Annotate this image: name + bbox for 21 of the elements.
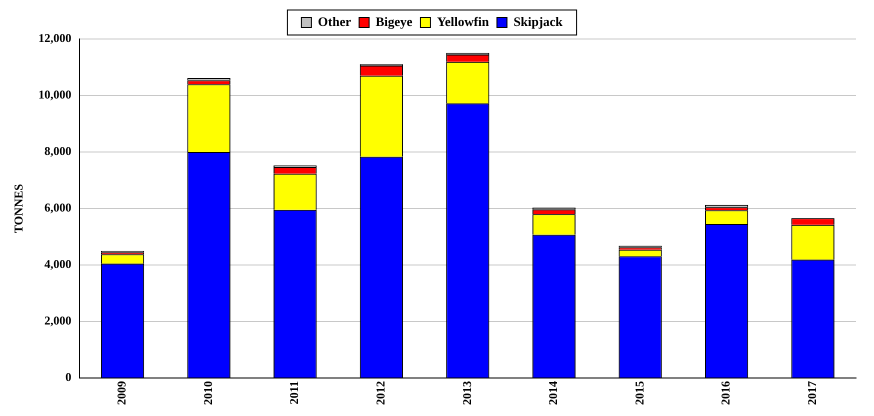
y-tick-label: 0 — [65, 370, 72, 384]
y-tick-label: 2,000 — [44, 314, 72, 328]
x-tick-label: 2016 — [718, 381, 733, 405]
x-tick-label: 2009 — [114, 381, 129, 405]
y-tick-label: 6,000 — [44, 200, 72, 215]
legend-label: Skipjack — [513, 14, 564, 29]
y-tick-label: 4,000 — [44, 257, 72, 272]
x-tick-label: 2012 — [374, 381, 388, 405]
legend-label: Other — [318, 14, 352, 29]
y-tick-label: 12,000 — [38, 31, 72, 46]
x-tick-label: 2013 — [460, 381, 474, 405]
x-tick-label: 2014 — [546, 381, 560, 405]
x-tick-label: 2017 — [804, 381, 819, 405]
y-axis-title: TONNES — [11, 184, 26, 234]
legend-label: Bigeye — [376, 14, 413, 29]
y-tick-label: 10,000 — [38, 88, 72, 102]
x-tick-label: 2015 — [632, 381, 646, 405]
legend-label: Yellowfin — [436, 14, 490, 29]
x-tick-label: 2011 — [287, 381, 302, 404]
x-tick-label: 2010 — [200, 381, 215, 405]
y-tick-label: 8,000 — [44, 144, 72, 158]
